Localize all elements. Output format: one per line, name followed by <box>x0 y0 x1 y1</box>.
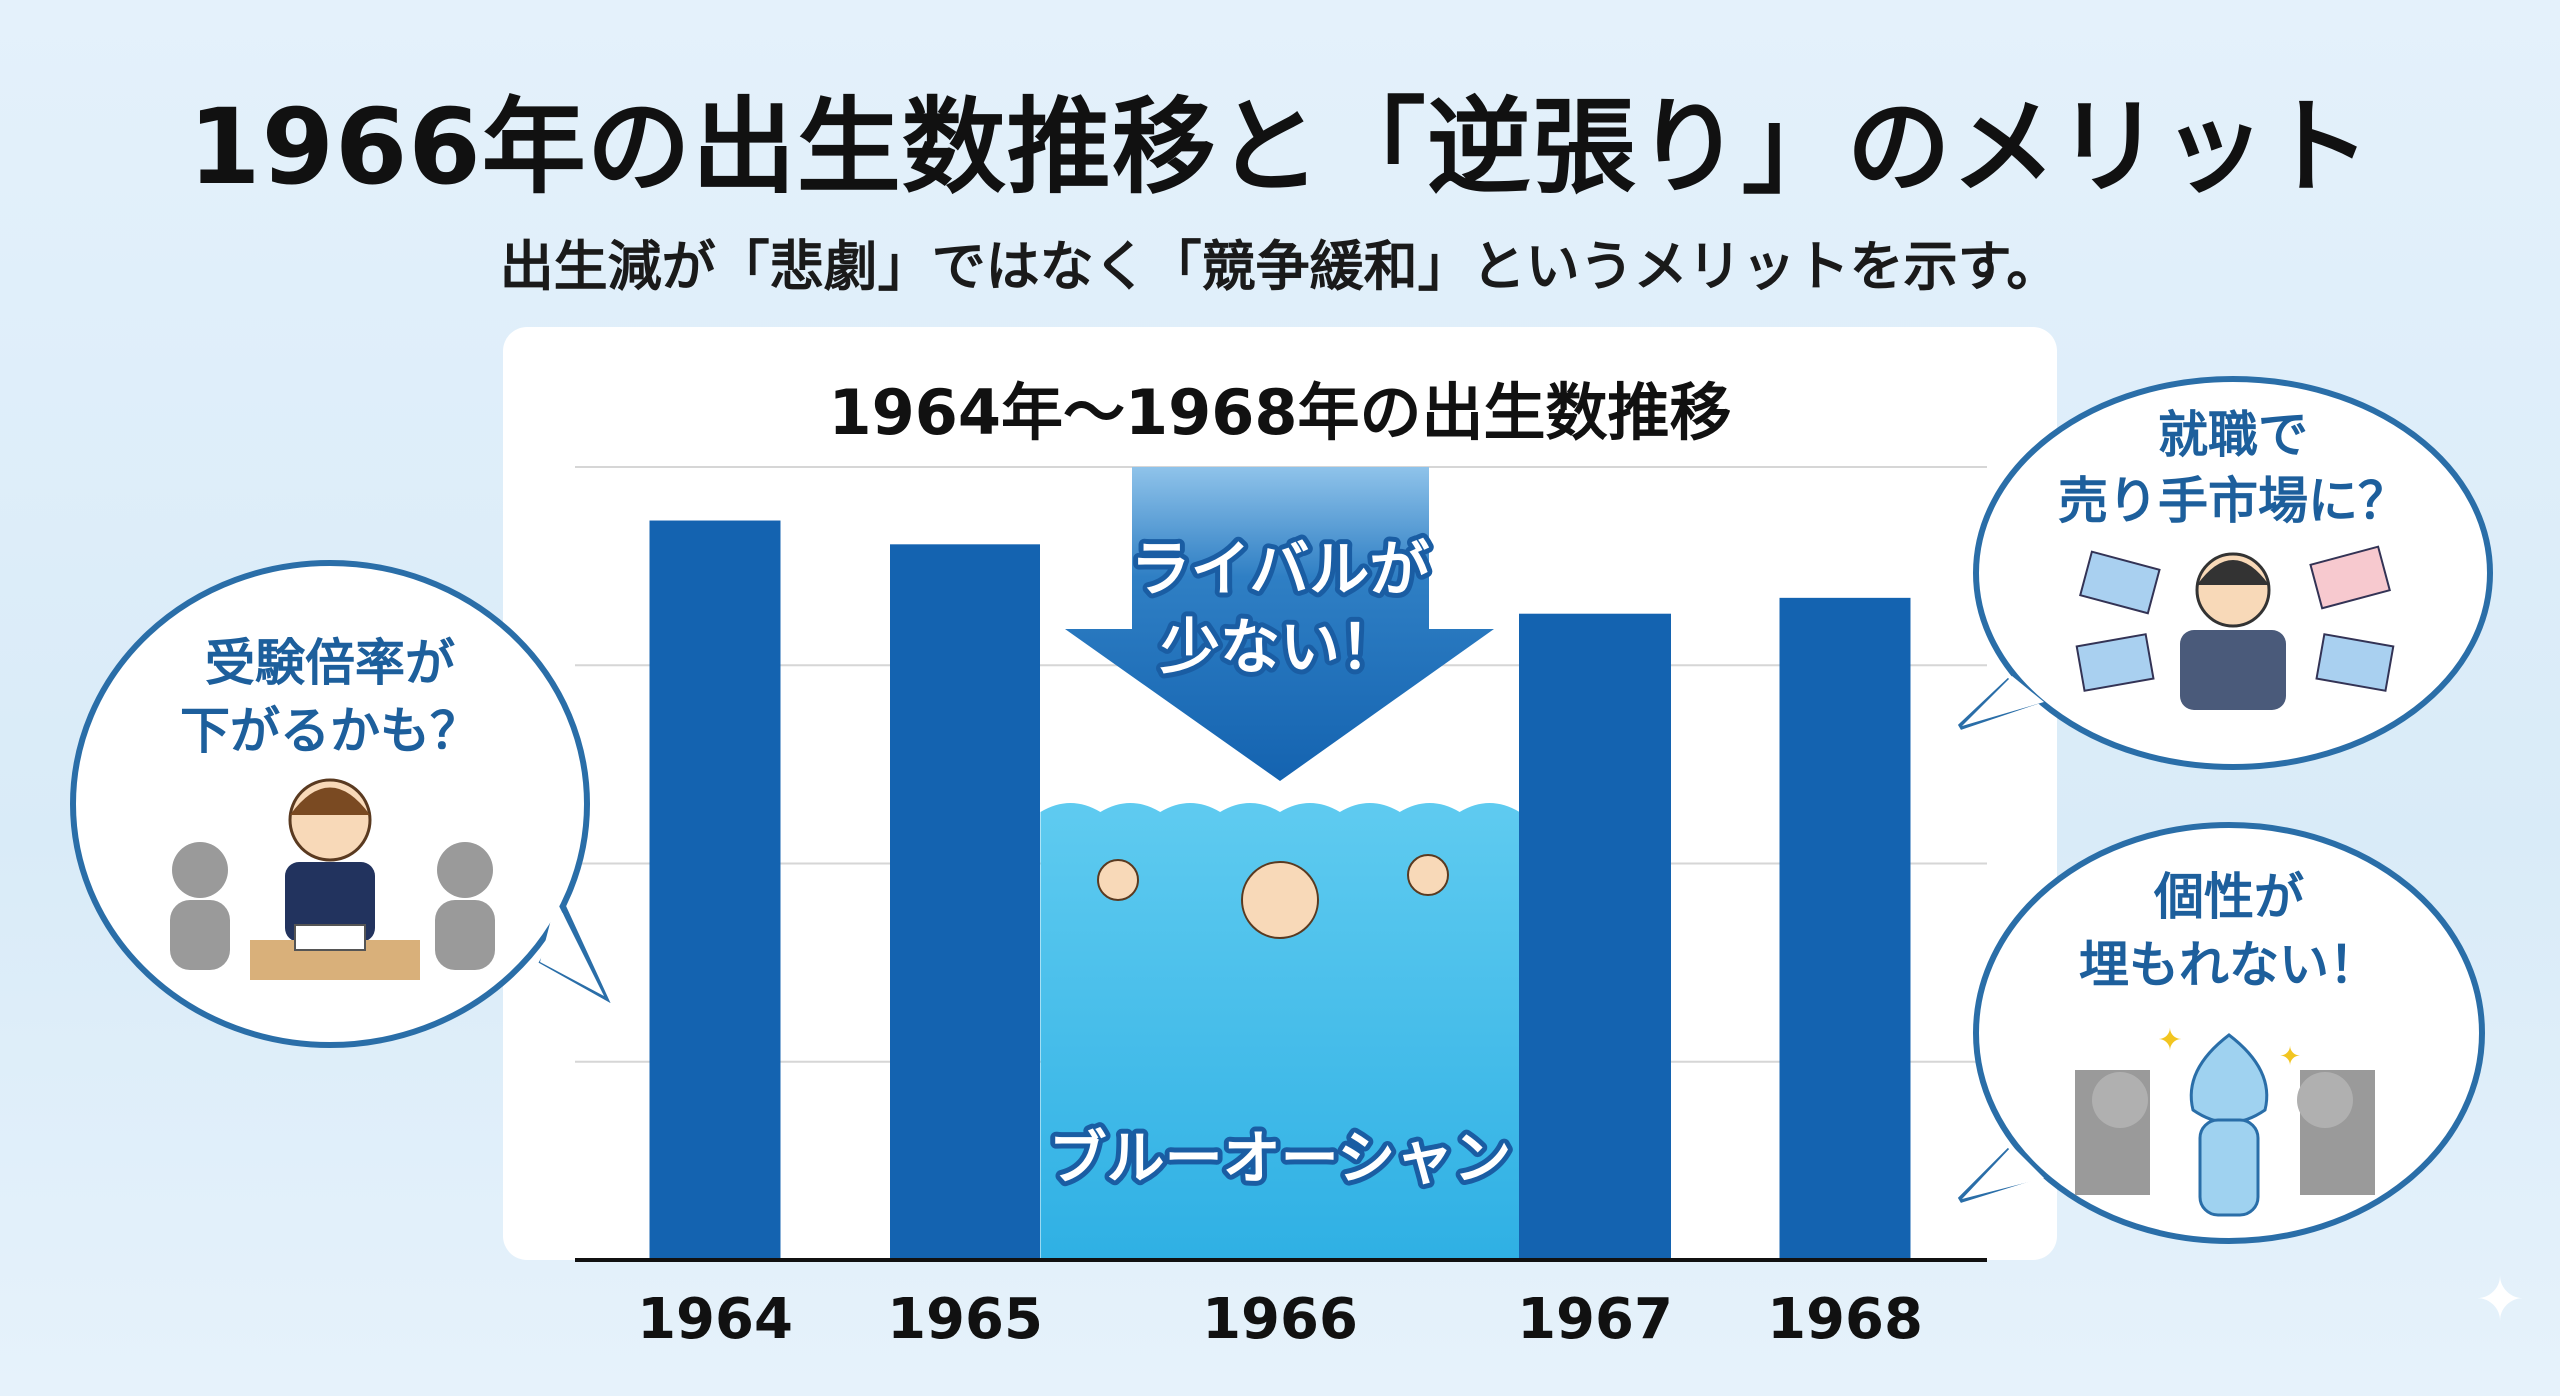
bubble-job-line-2: 売り手市場に？ <box>2058 472 2408 530</box>
bubble-individuality-line-2: 埋もれない！ <box>2079 936 2379 994</box>
bar-1966-blue-ocean <box>1040 802 1520 1260</box>
x-tick-label-1968: 1968 <box>1767 1287 1923 1352</box>
bubble-individuality-line-1: 個性が <box>2153 868 2304 926</box>
page-title: 1966年の出生数推移と「逆張り」のメリット <box>188 86 2372 208</box>
bubble-individuality: 個性が 埋もれない！ ✦ ✦ <box>1957 822 2485 1244</box>
x-tick-labels: 1964 1965 1966 1967 1968 <box>637 1287 1923 1352</box>
bars: ブルーオーシャン <box>649 520 1911 1260</box>
x-tick-label-1966: 1966 <box>1202 1287 1358 1352</box>
bubble-job-line-1: 就職で <box>2158 406 2308 464</box>
bubble-exam: 受験倍率が 下がるかも？ <box>70 560 611 1048</box>
bar-1964 <box>649 520 781 1260</box>
swimmer-icon <box>1241 861 1319 939</box>
bar-1968 <box>1779 597 1911 1260</box>
x-tick-label-1967: 1967 <box>1517 1287 1673 1352</box>
arrow-text-line-2: 少ない！ <box>1160 613 1400 683</box>
bubble-exam-line-2: 下がるかも？ <box>180 702 480 760</box>
swimmer-icon <box>1097 859 1139 901</box>
svg-text:✦: ✦ <box>2279 1042 2301 1072</box>
page-subtitle: 出生減が「悲劇」ではなく「競争緩和」というメリットを示す。 <box>499 235 2061 298</box>
swimmer-icon <box>1407 854 1449 896</box>
bar-1965 <box>890 544 1040 1260</box>
chart-title: 1964年～1968年の出生数推移 <box>828 376 1732 449</box>
sparkle-watermark-icon: ✦ <box>2475 1265 2525 1335</box>
bubble-exam-line-1: 受験倍率が <box>205 634 455 692</box>
x-tick-label-1964: 1964 <box>637 1287 793 1352</box>
standout-character-icon: ✦ ✦ <box>2075 1023 2375 1217</box>
bubble-job: 就職で 売り手市場に？ <box>1957 376 2493 770</box>
arrow-text-line-1: ライバルが <box>1131 535 1430 605</box>
svg-text:✦: ✦ <box>2157 1023 2182 1058</box>
bar-1967 <box>1519 613 1671 1260</box>
ocean-label: ブルーオーシャン <box>1049 1124 1512 1192</box>
student-taking-exam-icon <box>170 778 495 980</box>
down-arrow-icon <box>1065 467 1494 781</box>
businessman-with-job-offers-icon <box>2075 545 2395 710</box>
x-tick-label-1965: 1965 <box>887 1287 1043 1352</box>
